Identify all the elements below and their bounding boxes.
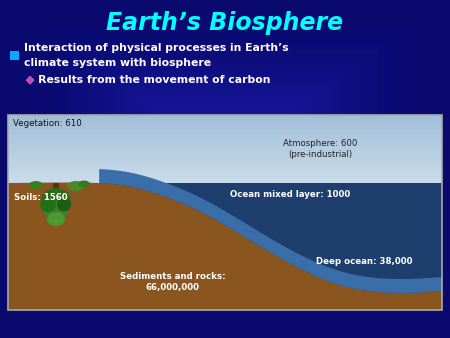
Bar — [8, 121, 442, 123]
Bar — [8, 116, 442, 118]
Text: ◆: ◆ — [26, 75, 34, 85]
Bar — [8, 159, 442, 161]
Bar — [54, 38, 396, 300]
Bar — [8, 157, 442, 159]
Bar — [8, 135, 442, 137]
Ellipse shape — [44, 201, 68, 221]
Bar — [8, 126, 442, 128]
Bar — [8, 140, 442, 142]
Bar — [8, 181, 442, 183]
Bar — [8, 118, 442, 120]
Bar — [8, 120, 442, 122]
Ellipse shape — [40, 198, 56, 212]
Bar — [53, 183, 59, 199]
Ellipse shape — [67, 181, 85, 191]
Bar — [8, 161, 442, 163]
Text: Ocean mixed layer: 1000: Ocean mixed layer: 1000 — [230, 190, 350, 199]
Bar — [8, 128, 442, 130]
Ellipse shape — [29, 181, 43, 189]
Bar — [114, 80, 336, 258]
Bar — [126, 88, 324, 250]
Bar — [8, 179, 442, 181]
Bar — [8, 162, 442, 164]
Bar — [8, 155, 442, 158]
Bar — [8, 133, 442, 136]
Text: Vegetation: 610: Vegetation: 610 — [13, 119, 82, 128]
Text: ◆ Results from the movement of carbon: ◆ Results from the movement of carbon — [26, 75, 270, 85]
Bar — [8, 174, 442, 176]
Bar — [30, 21, 420, 317]
Bar — [8, 177, 442, 179]
Bar — [132, 92, 318, 246]
Bar — [8, 164, 442, 166]
Bar — [108, 76, 342, 262]
Bar — [8, 115, 442, 117]
Bar — [8, 123, 442, 125]
Text: Interaction of physical processes in Earth’s
climate system with biosphere: Interaction of physical processes in Ear… — [24, 43, 288, 68]
Polygon shape — [8, 183, 442, 310]
Text: Deep ocean: 38,000: Deep ocean: 38,000 — [315, 257, 412, 266]
Bar — [24, 17, 426, 321]
Bar — [162, 114, 288, 224]
Bar — [8, 167, 442, 169]
Bar — [144, 101, 306, 237]
Bar — [36, 25, 414, 313]
Bar — [8, 125, 442, 127]
Bar — [8, 153, 442, 156]
Bar — [66, 46, 384, 292]
Bar — [120, 84, 330, 254]
Bar — [138, 97, 312, 241]
Bar — [8, 142, 442, 144]
Bar — [8, 137, 442, 139]
Bar — [8, 145, 442, 147]
Bar — [96, 67, 354, 271]
Bar — [48, 33, 402, 305]
Bar — [156, 109, 294, 229]
Bar — [90, 63, 360, 275]
Polygon shape — [99, 169, 442, 293]
Text: Sediments and rocks:
66,000,000: Sediments and rocks: 66,000,000 — [120, 272, 226, 292]
Text: Earth’s Biosphere: Earth’s Biosphere — [107, 11, 343, 35]
Ellipse shape — [78, 180, 90, 188]
Bar — [60, 42, 390, 296]
Bar — [8, 150, 442, 152]
Bar — [168, 118, 282, 220]
Bar — [8, 166, 442, 168]
Bar — [8, 148, 442, 151]
Bar — [8, 176, 442, 178]
Bar — [8, 169, 442, 171]
Bar — [8, 130, 442, 132]
Text: Soils: 1560: Soils: 1560 — [14, 193, 68, 202]
Bar — [72, 50, 378, 288]
Bar — [8, 172, 442, 174]
Bar — [8, 131, 442, 134]
Bar — [8, 143, 442, 146]
Bar — [8, 171, 442, 173]
Bar — [174, 122, 276, 216]
Bar — [8, 115, 442, 310]
Bar — [8, 138, 442, 141]
Bar — [8, 152, 442, 154]
Ellipse shape — [47, 212, 65, 226]
Bar — [150, 105, 300, 233]
Bar — [42, 29, 408, 309]
Ellipse shape — [57, 198, 71, 212]
Bar — [10, 51, 19, 60]
Bar — [78, 55, 372, 283]
Ellipse shape — [41, 188, 71, 214]
Bar — [84, 59, 366, 279]
Bar — [8, 183, 442, 310]
Bar — [102, 71, 348, 267]
Text: Atmosphere: 600
(pre-industrial): Atmosphere: 600 (pre-industrial) — [284, 139, 358, 160]
Bar — [8, 147, 442, 149]
